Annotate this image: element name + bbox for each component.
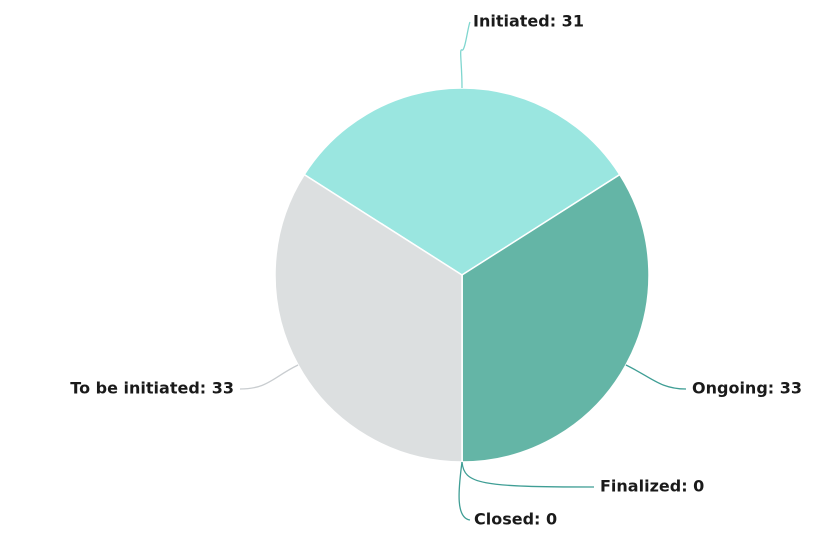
leader-line	[625, 364, 687, 390]
slice-label: To be initiated: 33	[70, 379, 234, 398]
slice-label: Closed: 0	[474, 510, 557, 529]
pie-slice	[303, 87, 621, 276]
leader-line	[458, 461, 471, 521]
leader-line	[461, 461, 595, 488]
leader-line	[239, 364, 299, 390]
slice-label: Finalized: 0	[600, 477, 704, 496]
pie-slice	[274, 173, 463, 463]
slice-label: Initiated: 31	[473, 12, 584, 31]
leader-line	[460, 21, 471, 89]
slice-label: Ongoing: 33	[692, 379, 802, 398]
pie-slice	[461, 173, 650, 463]
